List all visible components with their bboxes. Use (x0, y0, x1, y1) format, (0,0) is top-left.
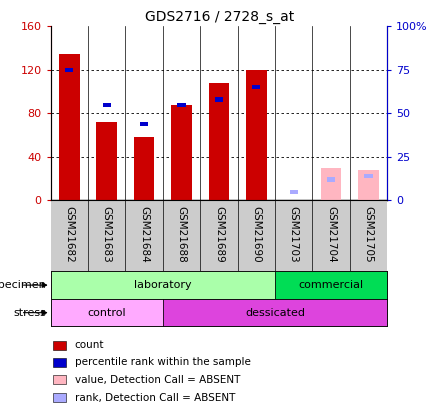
Bar (364, 174, 373, 178)
Bar (358, 170, 379, 200)
Bar (290, 190, 298, 194)
Text: GSM21690: GSM21690 (251, 206, 261, 263)
Bar (163, 299, 387, 326)
Bar (321, 168, 341, 200)
Bar (327, 177, 335, 182)
Text: GSM21684: GSM21684 (139, 206, 149, 263)
Text: GSM21704: GSM21704 (326, 206, 336, 263)
Bar (53, 341, 66, 350)
Bar (134, 137, 154, 200)
Bar (171, 104, 192, 200)
Bar (59, 53, 80, 200)
Text: count: count (75, 340, 104, 350)
Text: GSM21683: GSM21683 (102, 206, 112, 263)
Text: control: control (88, 308, 126, 318)
Bar (275, 271, 387, 299)
Text: rank, Detection Call = ABSENT: rank, Detection Call = ABSENT (75, 392, 235, 403)
Bar (51, 271, 275, 299)
Text: GDS2716 / 2728_s_at: GDS2716 / 2728_s_at (145, 10, 295, 24)
Text: GSM21703: GSM21703 (289, 206, 299, 263)
Bar (51, 299, 163, 326)
Bar (140, 122, 148, 126)
Bar (177, 102, 186, 107)
Text: value, Detection Call = ABSENT: value, Detection Call = ABSENT (75, 375, 240, 384)
Text: GSM21688: GSM21688 (176, 206, 187, 263)
Bar (246, 70, 267, 200)
Bar (96, 122, 117, 200)
Bar (53, 375, 66, 384)
Text: laboratory: laboratory (134, 280, 191, 290)
Bar (103, 102, 111, 107)
Text: percentile rank within the sample: percentile rank within the sample (75, 357, 251, 367)
Bar (252, 85, 260, 90)
Text: GSM21682: GSM21682 (64, 206, 74, 263)
Bar (53, 393, 66, 402)
Text: stress: stress (13, 308, 46, 318)
Bar (65, 68, 73, 72)
Text: GSM21705: GSM21705 (363, 206, 374, 263)
Text: specimen: specimen (0, 280, 46, 290)
Bar (215, 97, 223, 102)
Text: GSM21689: GSM21689 (214, 206, 224, 263)
Text: dessicated: dessicated (245, 308, 305, 318)
Bar (53, 358, 66, 367)
Bar (209, 83, 229, 200)
Text: commercial: commercial (298, 280, 364, 290)
